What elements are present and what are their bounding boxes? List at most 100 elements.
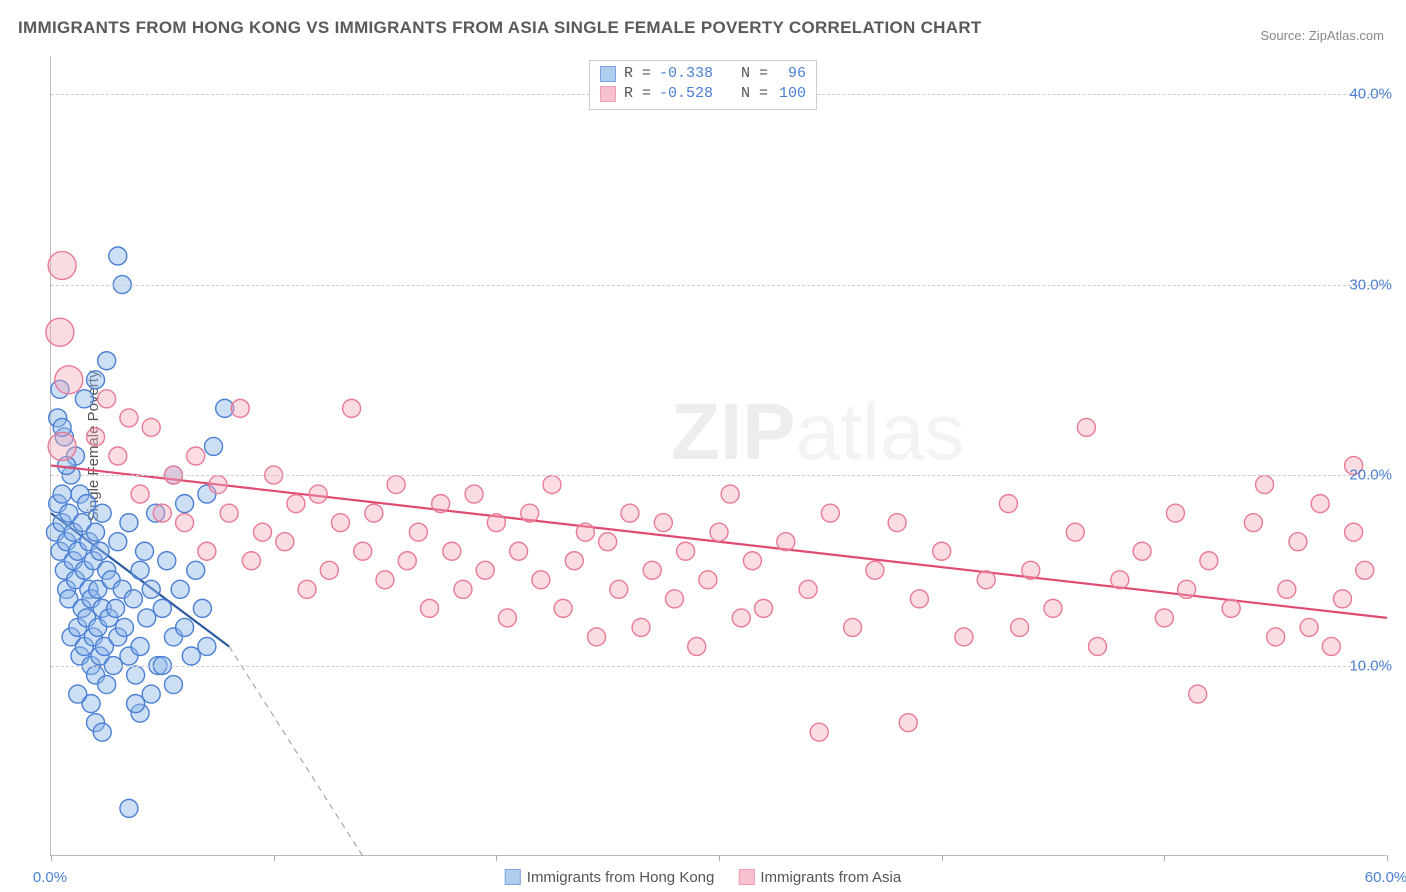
y-tick-label: 30.0% (1349, 276, 1392, 293)
legend-label-hk: Immigrants from Hong Kong (527, 869, 715, 886)
marker-hk (182, 647, 200, 665)
marker-hk (53, 485, 71, 503)
marker-hk (120, 514, 138, 532)
marker-hk (91, 542, 109, 560)
legend-stat-row-hk: R = -0.338N = 96 (600, 64, 806, 84)
marker-hk (131, 637, 149, 655)
marker-hk (124, 590, 142, 608)
marker-asia (810, 723, 828, 741)
trend-line-dashed-hk (229, 646, 363, 856)
marker-hk (75, 390, 93, 408)
x-tick (1387, 855, 1388, 861)
chart-title: IMMIGRANTS FROM HONG KONG VS IMMIGRANTS … (18, 18, 982, 38)
n-value-asia: 100 (776, 84, 806, 104)
source-prefix: Source: (1260, 28, 1308, 43)
marker-hk (142, 685, 160, 703)
x-tick (1164, 855, 1165, 861)
legend-swatch-hk (505, 869, 521, 885)
marker-asia (665, 590, 683, 608)
marker-asia (120, 409, 138, 427)
marker-asia (654, 514, 672, 532)
marker-asia (1322, 637, 1340, 655)
marker-asia (87, 428, 105, 446)
marker-asia (1300, 618, 1318, 636)
marker-hk (171, 580, 189, 598)
marker-hk (131, 561, 149, 579)
r-value-asia: -0.528 (659, 84, 713, 104)
r-label: R = (624, 84, 651, 104)
source-link[interactable]: ZipAtlas.com (1309, 28, 1384, 43)
marker-asia (287, 495, 305, 513)
marker-hk (98, 676, 116, 694)
legend-swatch-asia (600, 86, 616, 102)
marker-asia (142, 418, 160, 436)
chart-plot-area: ZIPatlas (50, 56, 1386, 856)
marker-asia (487, 514, 505, 532)
marker-asia (1089, 637, 1107, 655)
marker-hk (69, 685, 87, 703)
marker-asia (1244, 514, 1262, 532)
marker-asia (1077, 418, 1095, 436)
marker-hk (87, 523, 105, 541)
marker-asia (343, 399, 361, 417)
marker-asia (376, 571, 394, 589)
marker-asia (331, 514, 349, 532)
marker-asia (888, 514, 906, 532)
correlation-legend: R = -0.338N = 96R = -0.528N = 100 (589, 60, 817, 110)
x-tick (942, 855, 943, 861)
gridline-h (51, 285, 1386, 286)
marker-asia (732, 609, 750, 627)
series-legend: Immigrants from Hong KongImmigrants from… (505, 869, 901, 886)
marker-asia (1200, 552, 1218, 570)
x-tick (496, 855, 497, 861)
marker-asia (721, 485, 739, 503)
x-tick (719, 855, 720, 861)
marker-asia (109, 447, 127, 465)
marker-asia (743, 552, 761, 570)
marker-asia (821, 504, 839, 522)
y-tick-label: 10.0% (1349, 657, 1392, 674)
marker-hk (107, 599, 125, 617)
marker-asia (276, 533, 294, 551)
n-value-hk: 96 (776, 64, 806, 84)
marker-asia (1044, 599, 1062, 617)
marker-asia (153, 504, 171, 522)
marker-hk (93, 723, 111, 741)
marker-asia (955, 628, 973, 646)
marker-asia (1066, 523, 1084, 541)
x-tick-label: 60.0% (1365, 869, 1406, 886)
marker-asia (1267, 628, 1285, 646)
marker-asia (755, 599, 773, 617)
marker-asia (1256, 476, 1274, 494)
marker-asia (398, 552, 416, 570)
marker-hk (138, 609, 156, 627)
marker-asia (409, 523, 427, 541)
marker-asia (220, 504, 238, 522)
marker-asia (1345, 523, 1363, 541)
marker-asia (98, 390, 116, 408)
marker-hk (136, 542, 154, 560)
marker-asia (387, 476, 405, 494)
marker-asia (777, 533, 795, 551)
r-label: R = (624, 64, 651, 84)
marker-asia (677, 542, 695, 560)
marker-hk (187, 561, 205, 579)
marker-asia (588, 628, 606, 646)
marker-asia (899, 714, 917, 732)
y-tick-label: 40.0% (1349, 86, 1392, 103)
marker-asia (699, 571, 717, 589)
marker-asia (198, 542, 216, 560)
marker-asia (187, 447, 205, 465)
legend-swatch-asia (738, 869, 754, 885)
marker-asia (1155, 609, 1173, 627)
marker-asia (176, 514, 194, 532)
r-value-hk: -0.338 (659, 64, 713, 84)
gridline-h (51, 666, 1386, 667)
marker-asia (1166, 504, 1184, 522)
marker-hk (93, 504, 111, 522)
legend-swatch-hk (600, 66, 616, 82)
marker-asia (1111, 571, 1129, 589)
marker-asia (131, 485, 149, 503)
marker-asia (565, 552, 583, 570)
marker-hk (109, 247, 127, 265)
